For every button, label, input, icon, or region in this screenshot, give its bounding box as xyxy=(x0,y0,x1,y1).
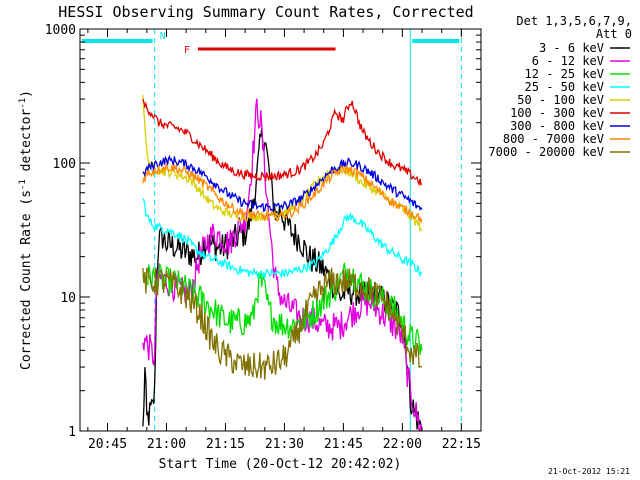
series-line-9 xyxy=(142,267,423,380)
x-tick-label-1: 20:45 xyxy=(88,437,127,452)
legend-label-7: 300 - 800 keV xyxy=(510,119,604,133)
series-line-2 xyxy=(142,98,423,432)
series-line-4 xyxy=(142,197,423,280)
legend-label-5: 50 - 100 keV xyxy=(517,93,604,107)
x-tick-label-3: 21:15 xyxy=(206,437,245,452)
legend-header-2: Att 0 xyxy=(596,27,632,41)
timestamp: 21-Oct-2012 15:21 xyxy=(548,467,630,476)
legend-label-8: 800 - 7000 keV xyxy=(503,132,604,146)
x-axis-label: Start Time (20-Oct-12 20:42:02) xyxy=(159,457,402,472)
legend-label-9: 7000 - 20000 keV xyxy=(488,145,604,159)
night-label: N xyxy=(160,31,166,42)
y-tick-label-1: 1 xyxy=(68,425,76,440)
series-line-7 xyxy=(142,154,423,213)
series-line-8 xyxy=(142,162,423,224)
y-axis-label-sup2: -1 xyxy=(18,98,28,109)
legend-label-2: 6 - 12 keV xyxy=(532,54,604,68)
x-tick-label-2: 21:00 xyxy=(147,437,186,452)
x-tick-label-6: 22:00 xyxy=(383,437,422,452)
y-tick-label-3: 100 xyxy=(53,157,76,172)
y-axis-label-sup1: -1 xyxy=(18,179,28,190)
y-axis-label-end: ) xyxy=(19,90,34,98)
y-axis-label-mid: detector xyxy=(19,109,34,180)
legend-label-1: 3 - 6 keV xyxy=(539,41,604,55)
legend-header-1: Det 1,3,5,6,7,9, xyxy=(516,14,632,28)
series-line-5 xyxy=(142,95,423,233)
chart-title: HESSI Observing Summary Count Rates, Cor… xyxy=(58,3,473,21)
y-axis-label: Corrected Count Rate (s-1 detector-1) xyxy=(18,90,34,370)
legend-label-4: 25 - 50 keV xyxy=(525,80,604,94)
legend-label-6: 100 - 300 keV xyxy=(510,106,604,120)
plot-frame xyxy=(79,28,482,432)
axes: 20:45 21:00 21:15 21:30 21:45 22:00 22:15 1 10 10… xyxy=(45,23,481,452)
y-axis-label-main: Corrected Count Rate (s xyxy=(19,190,34,370)
flare-label: F xyxy=(184,45,190,56)
series-line-6 xyxy=(142,98,423,187)
y-tick-label-4: 1000 xyxy=(45,23,76,38)
y-tick-label-2: 10 xyxy=(60,291,76,306)
x-tick-label-7: 22:15 xyxy=(442,437,481,452)
x-tick-label-5: 21:45 xyxy=(324,437,363,452)
series-lines xyxy=(142,95,423,432)
x-tick-label-4: 21:30 xyxy=(265,437,304,452)
legend-label-3: 12 - 25 keV xyxy=(525,67,604,81)
